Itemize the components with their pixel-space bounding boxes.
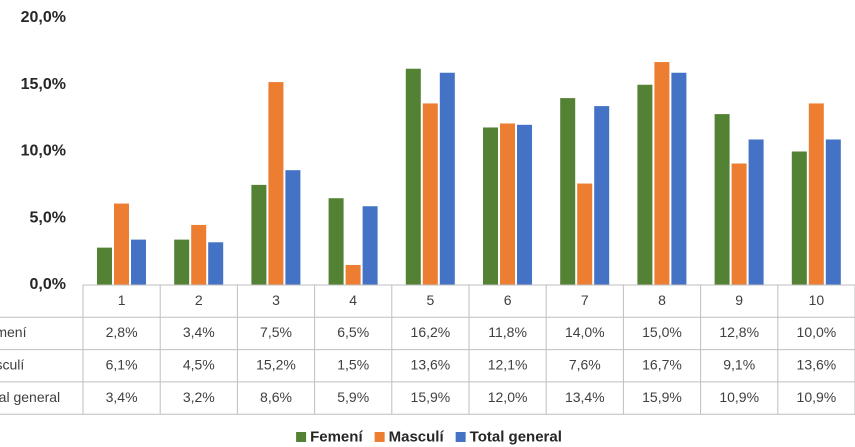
bar (500, 123, 515, 285)
legend-swatch (374, 432, 385, 442)
legend-swatch (296, 432, 307, 442)
table-cell: 10,0% (797, 324, 837, 340)
bar (748, 139, 764, 285)
bar (825, 139, 841, 285)
table-cell: 15,9% (411, 389, 451, 405)
bar (791, 151, 807, 285)
bar (208, 242, 224, 285)
table-cell: 3,4% (183, 324, 215, 340)
bar (654, 62, 670, 286)
table-cell: 11,8% (488, 324, 527, 340)
table-cell: 14,0% (565, 324, 605, 340)
table-cell: 16,7% (642, 356, 682, 372)
table-cell: 12,8% (719, 324, 759, 340)
x-tick-label: 5 (427, 292, 435, 308)
x-tick-label: 9 (735, 292, 743, 308)
row-header: Masculí (0, 356, 24, 372)
table-cell: 10,9% (719, 389, 759, 405)
bar (114, 203, 129, 285)
table-cell: 16,2% (411, 324, 451, 340)
bar (422, 103, 438, 285)
bar (328, 198, 344, 285)
table-cell: 15,9% (642, 389, 682, 405)
bar (517, 124, 532, 285)
table-cell: 3,2% (183, 389, 215, 405)
table-cell: 12,0% (488, 389, 528, 405)
legend-label: Femení (310, 428, 363, 445)
bar (97, 247, 112, 285)
bar (637, 84, 653, 285)
legend-swatch (455, 432, 466, 442)
bar (285, 170, 301, 285)
bar (268, 82, 284, 285)
table-cell: 2,8% (106, 324, 138, 340)
table-cell: 8,6% (260, 389, 292, 405)
bar (594, 106, 610, 285)
x-tick-label: 8 (658, 292, 666, 308)
bar (439, 72, 455, 285)
y-tick-label: 15,0% (21, 76, 66, 93)
bar (191, 224, 207, 285)
bar (131, 239, 146, 285)
x-tick-label: 10 (809, 292, 825, 308)
table-cell: 10,9% (797, 389, 837, 405)
x-tick-label: 7 (581, 292, 589, 308)
table-cell: 3,4% (106, 389, 138, 405)
row-header: Total general (0, 389, 60, 405)
bar (345, 264, 361, 285)
table-cell: 15,2% (256, 356, 296, 372)
bar (362, 206, 378, 285)
y-tick-label: 5,0% (30, 209, 66, 226)
y-tick-label: 10,0% (21, 143, 66, 160)
table-cell: 13,4% (565, 389, 605, 405)
row-header: Femení (0, 324, 27, 340)
bar (405, 68, 421, 285)
table-cell: 6,1% (106, 356, 138, 372)
legend-label: Total general (470, 428, 562, 445)
table-cell: 13,6% (411, 356, 451, 372)
legend-label: Masculí (389, 428, 445, 445)
bar (808, 103, 824, 285)
table-cell: 4,5% (183, 356, 215, 372)
table-cell: 1,5% (337, 356, 369, 372)
table-cell: 9,1% (723, 356, 755, 372)
y-tick-label: 0,0% (30, 276, 66, 293)
bar (174, 239, 190, 285)
bar (560, 98, 576, 285)
x-tick-label: 3 (272, 292, 280, 308)
x-tick-label: 1 (118, 292, 126, 308)
table-cell: 6,5% (337, 324, 369, 340)
bar (251, 184, 267, 285)
bar (731, 163, 747, 285)
bar (714, 114, 730, 286)
table-cell: 13,6% (797, 356, 837, 372)
bar (577, 183, 593, 285)
table-cell: 15,0% (642, 324, 682, 340)
x-tick-label: 2 (195, 292, 203, 308)
x-tick-label: 4 (349, 292, 357, 308)
table-cell: 12,1% (488, 356, 528, 372)
x-tick-label: 6 (504, 292, 512, 308)
bar (483, 127, 498, 285)
table-cell: 5,9% (337, 389, 369, 405)
table-cell: 7,6% (569, 356, 601, 372)
bar (671, 72, 687, 285)
y-tick-label: 20,0% (21, 9, 66, 26)
table-cell: 7,5% (260, 324, 292, 340)
